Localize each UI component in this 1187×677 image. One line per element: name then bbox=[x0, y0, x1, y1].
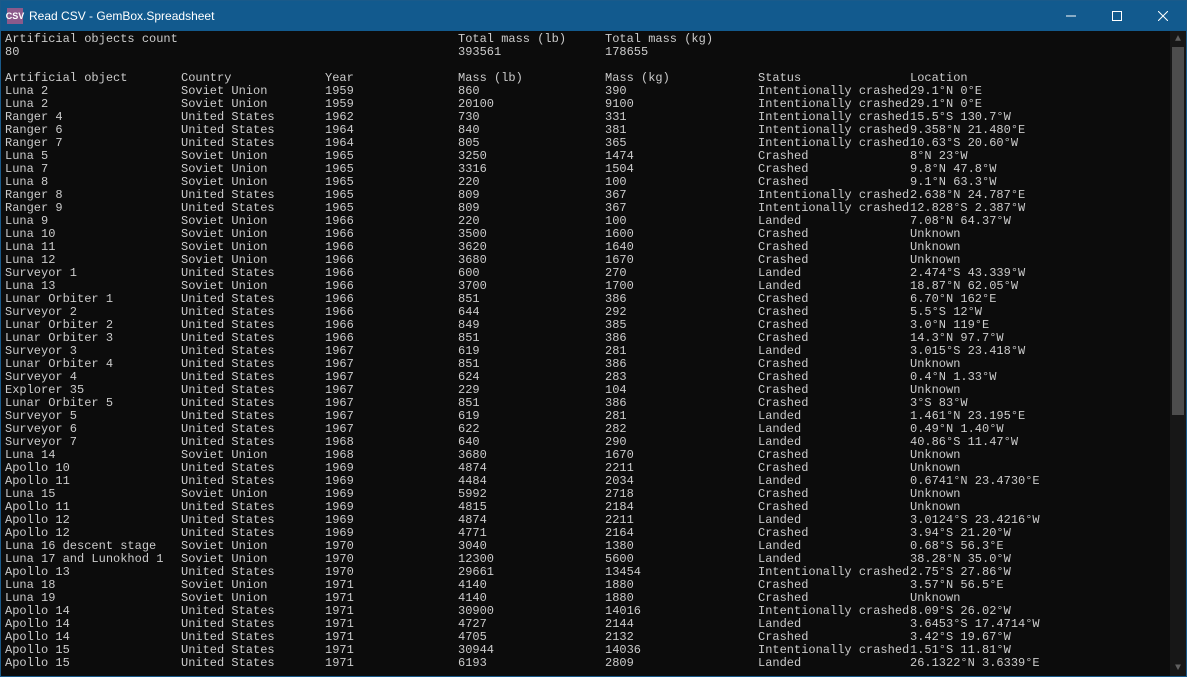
blank-line bbox=[5, 59, 1166, 72]
cell: 619 bbox=[458, 345, 605, 358]
close-button[interactable] bbox=[1140, 1, 1186, 31]
cell: 3700 bbox=[458, 280, 605, 293]
table-row: Luna 9Soviet Union1966220100Landed7.08°N… bbox=[5, 215, 1166, 228]
cell: 281 bbox=[605, 345, 758, 358]
minimize-button[interactable] bbox=[1048, 1, 1094, 31]
cell: 6193 bbox=[458, 657, 605, 670]
summary-value bbox=[325, 46, 458, 59]
table-row: Luna 10Soviet Union196635001600CrashedUn… bbox=[5, 228, 1166, 241]
table-row: Luna 18Soviet Union197141401880Crashed3.… bbox=[5, 579, 1166, 592]
cell: 283 bbox=[605, 371, 758, 384]
cell: 292 bbox=[605, 306, 758, 319]
cell: 851 bbox=[458, 332, 605, 345]
window-controls bbox=[1048, 1, 1186, 31]
summary-header bbox=[325, 33, 458, 46]
cell: 3680 bbox=[458, 254, 605, 267]
cell: 851 bbox=[458, 358, 605, 371]
cell: 20100 bbox=[458, 98, 605, 111]
table-row: Lunar Orbiter 1United States1966851386Cr… bbox=[5, 293, 1166, 306]
cell: 1670 bbox=[605, 254, 758, 267]
titlebar[interactable]: CSV Read CSV - GemBox.Spreadsheet bbox=[1, 1, 1186, 31]
cell: 1504 bbox=[605, 163, 758, 176]
cell: 2809 bbox=[605, 657, 758, 670]
cell: 1700 bbox=[605, 280, 758, 293]
cell: United States bbox=[181, 657, 325, 670]
cell: Apollo 15 bbox=[5, 657, 181, 670]
cell: 851 bbox=[458, 293, 605, 306]
cell: Mass (lb) bbox=[458, 72, 605, 85]
cell: 100 bbox=[605, 176, 758, 189]
cell: 229 bbox=[458, 384, 605, 397]
cell: 386 bbox=[605, 397, 758, 410]
table-row: Surveyor 7United States1968640290Landed4… bbox=[5, 436, 1166, 449]
cell: 386 bbox=[605, 332, 758, 345]
table-row: Surveyor 4United States1967624283Crashed… bbox=[5, 371, 1166, 384]
scroll-thumb[interactable] bbox=[1172, 47, 1184, 415]
table-row: Explorer 35United States1967229104Crashe… bbox=[5, 384, 1166, 397]
summary-value-row: 80 393561178655 bbox=[5, 46, 1166, 59]
cell: Mass (kg) bbox=[605, 72, 758, 85]
summary-value: 393561 bbox=[458, 46, 605, 59]
cell: 104 bbox=[605, 384, 758, 397]
cell: 644 bbox=[458, 306, 605, 319]
summary-header bbox=[181, 33, 325, 46]
cell: 849 bbox=[458, 319, 605, 332]
cell: 809 bbox=[458, 189, 605, 202]
cell: 381 bbox=[605, 124, 758, 137]
cell: 220 bbox=[458, 176, 605, 189]
scroll-up-arrow[interactable]: ▲ bbox=[1170, 31, 1186, 47]
vertical-scrollbar[interactable]: ▲ ▼ bbox=[1170, 31, 1186, 676]
cell: 367 bbox=[605, 189, 758, 202]
window-title: Read CSV - GemBox.Spreadsheet bbox=[29, 9, 1048, 23]
summary-header: Artificial objects count bbox=[5, 33, 181, 46]
table-row: Luna 15Soviet Union196959922718CrashedUn… bbox=[5, 488, 1166, 501]
summary-value: 80 bbox=[5, 46, 181, 59]
summary-value bbox=[181, 46, 325, 59]
cell: 331 bbox=[605, 111, 758, 124]
summary-value: 178655 bbox=[605, 46, 758, 59]
cell: 730 bbox=[458, 111, 605, 124]
cell: 281 bbox=[605, 410, 758, 423]
cell: 386 bbox=[605, 293, 758, 306]
console-output: Artificial objects countTotal mass (lb)T… bbox=[1, 31, 1170, 676]
table-row: Surveyor 3United States1967619281Landed3… bbox=[5, 345, 1166, 358]
cell: 1971 bbox=[325, 657, 458, 670]
maximize-button[interactable] bbox=[1094, 1, 1140, 31]
cell: 840 bbox=[458, 124, 605, 137]
cell: Landed bbox=[758, 657, 910, 670]
app-icon: CSV bbox=[7, 8, 23, 24]
table-row: Ranger 7United States1964805365Intention… bbox=[5, 137, 1166, 150]
table-row: Luna 11Soviet Union196636201640CrashedUn… bbox=[5, 241, 1166, 254]
table-row: Apollo 15United States197161932809Landed… bbox=[5, 657, 1166, 670]
cell: 385 bbox=[605, 319, 758, 332]
summary-header-row: Artificial objects countTotal mass (lb)T… bbox=[5, 33, 1166, 46]
table-row: Surveyor 2United States1966644292Crashed… bbox=[5, 306, 1166, 319]
cell: 622 bbox=[458, 423, 605, 436]
cell: 26.1322°N 3.6339°E bbox=[910, 657, 1110, 670]
cell: 282 bbox=[605, 423, 758, 436]
cell: 386 bbox=[605, 358, 758, 371]
cell: 3316 bbox=[458, 163, 605, 176]
cell: 367 bbox=[605, 202, 758, 215]
scroll-track[interactable] bbox=[1170, 47, 1186, 660]
table-row: Luna 2Soviet Union1959860390Intentionall… bbox=[5, 85, 1166, 98]
cell: 851 bbox=[458, 397, 605, 410]
cell: 619 bbox=[458, 410, 605, 423]
scroll-down-arrow[interactable]: ▼ bbox=[1170, 660, 1186, 676]
cell: 809 bbox=[458, 202, 605, 215]
table-row: Apollo 11United States196944842034Landed… bbox=[5, 475, 1166, 488]
table-row: Artificial objectCountryYearMass (lb)Mas… bbox=[5, 72, 1166, 85]
content-area: Artificial objects countTotal mass (lb)T… bbox=[1, 31, 1186, 676]
cell: 9100 bbox=[605, 98, 758, 111]
cell: 624 bbox=[458, 371, 605, 384]
table-row: Luna 14Soviet Union196836801670CrashedUn… bbox=[5, 449, 1166, 462]
